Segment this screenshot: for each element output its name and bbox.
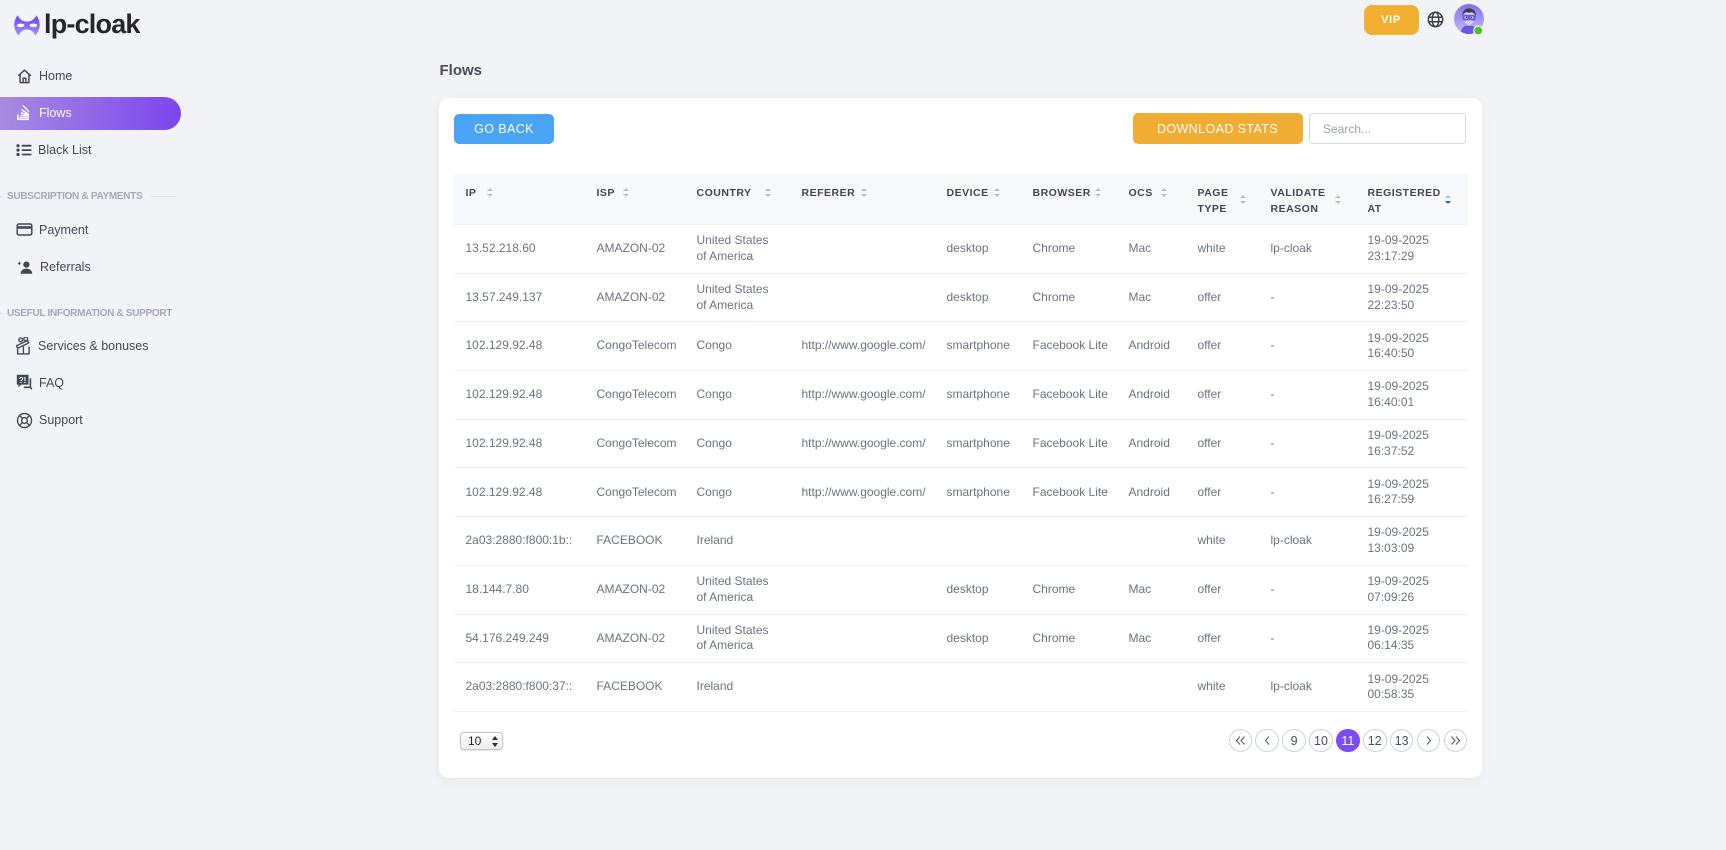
svg-text:?!: ?! [19, 376, 27, 385]
